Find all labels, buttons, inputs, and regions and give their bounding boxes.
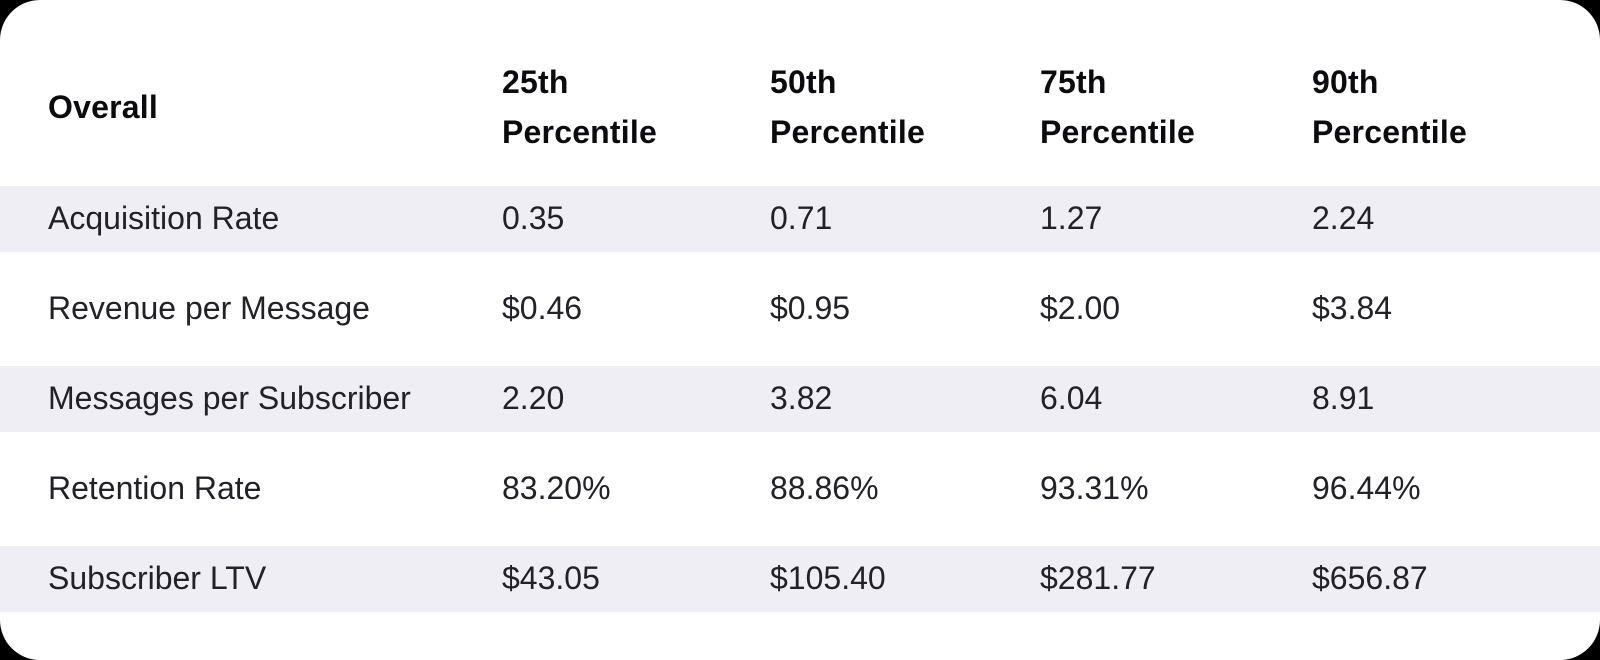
- table-header-row: Overall 25th Percentile 50th Percentile …: [0, 24, 1600, 162]
- cell-value: 96.44%: [1312, 470, 1421, 507]
- cell-value: $0.95: [770, 290, 851, 327]
- cell-value: 88.86%: [770, 470, 879, 507]
- table-row-revenue-per-message: Revenue per Message $0.46 $0.95 $2.00 $3…: [0, 276, 1600, 342]
- percentile-metrics-table: Overall 25th Percentile 50th Percentile …: [0, 24, 1600, 612]
- row-label: Retention Rate: [48, 470, 262, 507]
- cell-value: 93.31%: [1040, 470, 1149, 507]
- cell-value: 0.35: [502, 186, 770, 252]
- table-row-subscriber-ltv: Subscriber LTV $43.05 $105.40 $281.77 $6…: [0, 546, 1600, 612]
- table-row-acquisition-rate: Acquisition Rate 0.35 0.71 1.27 2.24: [0, 186, 1600, 252]
- table-row-retention-rate: Retention Rate 83.20% 88.86% 93.31% 96.4…: [0, 456, 1600, 522]
- cell-value: 2.24: [1312, 186, 1600, 252]
- cell-value: 0.71: [770, 186, 1040, 252]
- column-header-50th-percentile: 50th Percentile: [770, 64, 925, 150]
- cell-value: $2.00: [1040, 290, 1121, 327]
- cell-value: 83.20%: [502, 470, 611, 507]
- table-row-messages-per-subscriber: Messages per Subscriber 2.20 3.82 6.04 8…: [0, 366, 1600, 432]
- column-header-25th-percentile: 25th Percentile: [502, 64, 657, 150]
- cell-value: $0.46: [502, 290, 583, 327]
- row-label: Revenue per Message: [48, 290, 370, 327]
- corner-header-overall: Overall: [48, 89, 158, 126]
- column-header-90th-percentile: 90th Percentile: [1312, 64, 1467, 150]
- cell-value: 3.82: [770, 366, 1040, 432]
- row-label: Messages per Subscriber: [0, 366, 502, 432]
- cell-value: $281.77: [1040, 546, 1312, 612]
- cell-value: $656.87: [1312, 546, 1600, 612]
- cell-value: $3.84: [1312, 290, 1393, 327]
- column-header-75th-percentile: 75th Percentile: [1040, 64, 1195, 150]
- row-label: Subscriber LTV: [0, 546, 502, 612]
- cell-value: 6.04: [1040, 366, 1312, 432]
- cell-value: 1.27: [1040, 186, 1312, 252]
- cell-value: $43.05: [502, 546, 770, 612]
- cell-value: 2.20: [502, 366, 770, 432]
- cell-value: 8.91: [1312, 366, 1600, 432]
- row-label: Acquisition Rate: [0, 186, 502, 252]
- cell-value: $105.40: [770, 546, 1040, 612]
